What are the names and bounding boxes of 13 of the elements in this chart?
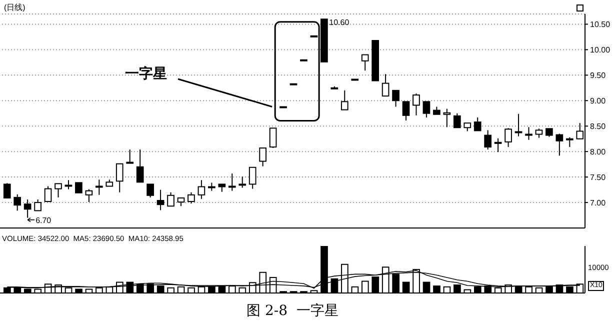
annotation: 6.70: [36, 216, 52, 225]
y-tick-label: 8.00: [590, 147, 606, 156]
y-tick-label: 8.50: [590, 122, 606, 131]
caption: 图 2-8 一字星: [246, 302, 340, 320]
y-tick-label: 9.50: [590, 70, 606, 80]
annotation: 10.60: [329, 18, 350, 28]
y-tick-label: 7.00: [590, 198, 606, 208]
y-tick-label: 10.50: [590, 20, 611, 30]
y-tick-label: 7.50: [590, 172, 606, 182]
annotation: 一字星: [125, 65, 167, 82]
y-tick-label: 9.00: [590, 96, 606, 106]
chart-title: (日线): [4, 3, 26, 12]
y-tick-label: 10.00: [590, 46, 611, 55]
